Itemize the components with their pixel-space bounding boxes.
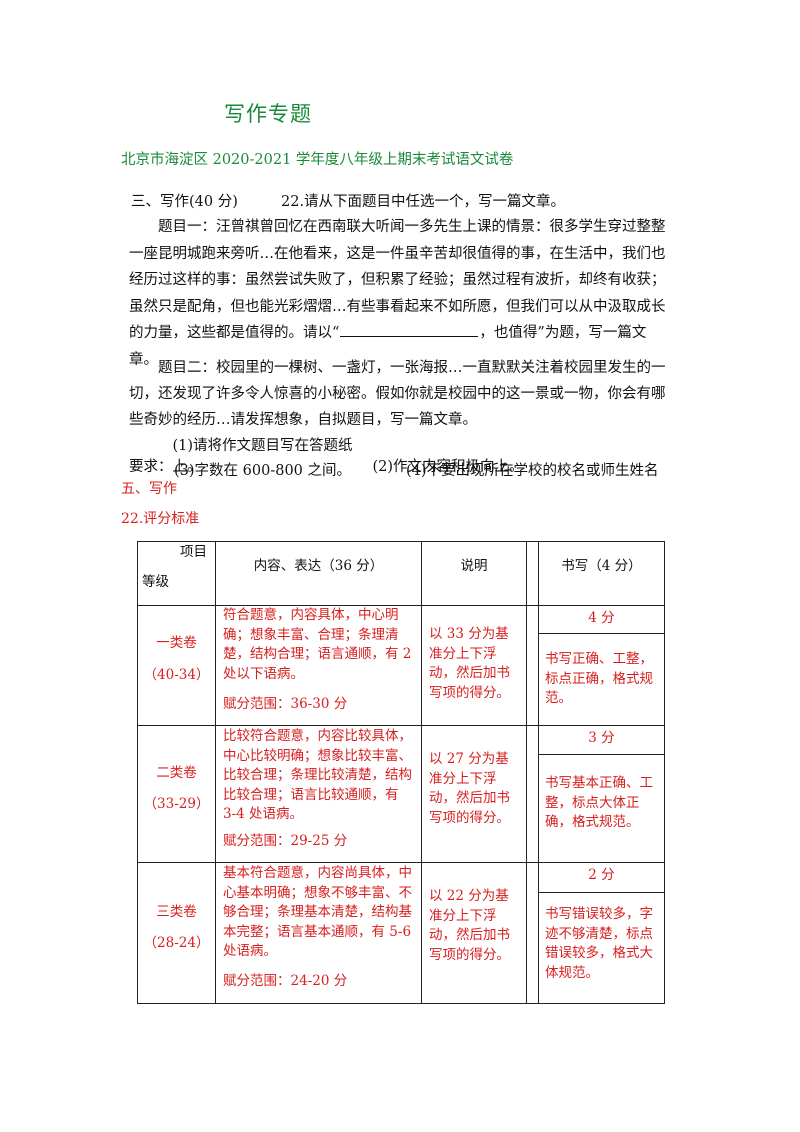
table-border: [137, 541, 664, 542]
table-border: [538, 754, 664, 755]
table-border: [137, 725, 664, 726]
answer-item: 22.评分标准: [121, 511, 200, 527]
table-border: [421, 541, 422, 1004]
header-grade: 等级: [142, 574, 169, 590]
table-border: [538, 633, 664, 634]
requirement-3: (3)字数在 600-800 之间。: [174, 463, 352, 479]
page-subtitle: 北京市海淀区 2020-2021 学年度八年级上期末考试语文试卷: [121, 152, 514, 168]
topic-one: 题目一：汪曾祺曾回忆在西南联大听闻一多先生上课的情景：很多学生穿过整整一座昆明城…: [129, 214, 669, 374]
row2-range: （33-29）: [143, 796, 210, 812]
table-border: [538, 892, 664, 893]
requirement-1: (1)请将作文题目写在答题纸上。: [172, 438, 353, 475]
row2-writing-score: 3 分: [588, 730, 615, 746]
question-section: 三、写作(40 分): [131, 194, 238, 210]
table-border: [137, 1003, 664, 1004]
row1-grade: 一类卷: [156, 635, 197, 651]
table-border: [526, 541, 527, 1004]
row3-writing-desc: 书写错误较多，字迹不够清楚，标点错误较多，格式大体规范。: [545, 906, 653, 981]
row1-note: 以 33 分为基准分上下浮动，然后加书写项的得分。: [429, 626, 510, 701]
row1-writing-score: 4 分: [588, 610, 615, 626]
row3-note: 以 22 分为基准分上下浮动，然后加书写项的得分。: [429, 888, 510, 963]
row2-score: 赋分范围：29-25 分: [223, 833, 348, 849]
header-content: 内容、表达（36 分）: [253, 558, 384, 574]
table-border: [664, 541, 665, 1004]
requirements-label: 要求：: [129, 459, 173, 475]
row2-writing-desc: 书写基本正确、工整，标点大体正确，格式规范。: [545, 775, 653, 830]
row3-score: 赋分范围：24-20 分: [223, 973, 348, 989]
table-border: [137, 541, 138, 1004]
row2-content: 比较符合题意，内容比较具体，中心比较明确；想象比较丰富、比较合理；条理比较清楚，…: [223, 728, 412, 822]
topic-one-text-end: ，也值得”为题，写一篇文章。: [129, 325, 647, 368]
topic-two: 题目二：校园里的一棵树、一盏灯，一张海报…一直默默关注着校园里发生的一切，还发现…: [129, 360, 666, 428]
row3-range: （28-24）: [143, 935, 210, 951]
requirement-4: (4)不要出现所在学校的校名或师生姓名: [406, 463, 659, 479]
row1-score: 赋分范围：36-30 分: [223, 696, 348, 712]
header-item: 项目: [180, 544, 207, 560]
table-border: [137, 605, 664, 606]
answer-section: 五、写作: [121, 481, 177, 497]
row3-grade: 三类卷: [156, 904, 197, 920]
requirement-2: (2)作文内容积极向上。: [372, 459, 524, 475]
row3-content: 基本符合题意，内容尚具体，中心基本明确；想象不够丰富、不够合理；条理基本清楚，结…: [223, 865, 412, 959]
requirements-line-2: (3)字数在 600-800 之间。 (4)不要出现所在学校的校名或师生姓名: [174, 459, 659, 480]
header-writing: 书写（4 分）: [561, 558, 642, 574]
title-blank: [340, 322, 479, 338]
requirements-line-1: 要求：(1)请将作文题目写在答题纸上。 (2)作文内容积极向上。: [129, 434, 524, 476]
row1-writing-desc: 书写正确、工整，标点正确，格式规范。: [545, 651, 653, 706]
header-note: 说明: [460, 558, 488, 574]
row2-note: 以 27 分为基准分上下浮动，然后加书写项的得分。: [429, 751, 510, 826]
row1-content: 符合题意，内容具体，中心明确；想象丰富、合理；条理清楚，结构合理；语言通顺，有 …: [223, 607, 412, 682]
row1-range: （40-34）: [143, 667, 210, 683]
page-title: 写作专题: [224, 102, 312, 126]
table-border: [538, 541, 539, 1004]
row3-writing-score: 2 分: [588, 867, 615, 883]
topic-one-text: 题目一：汪曾祺曾回忆在西南联大听闻一多先生上课的情景：很多学生穿过整整一座昆明城…: [129, 219, 666, 342]
question-header: 三、写作(40 分) 22.请从下面题目中任选一个，写一篇文章。: [131, 190, 565, 211]
table-border: [215, 541, 216, 1004]
row2-grade: 二类卷: [156, 765, 197, 781]
table-border: [137, 862, 664, 863]
question-prompt: 22.请从下面题目中任选一个，写一篇文章。: [281, 194, 566, 210]
